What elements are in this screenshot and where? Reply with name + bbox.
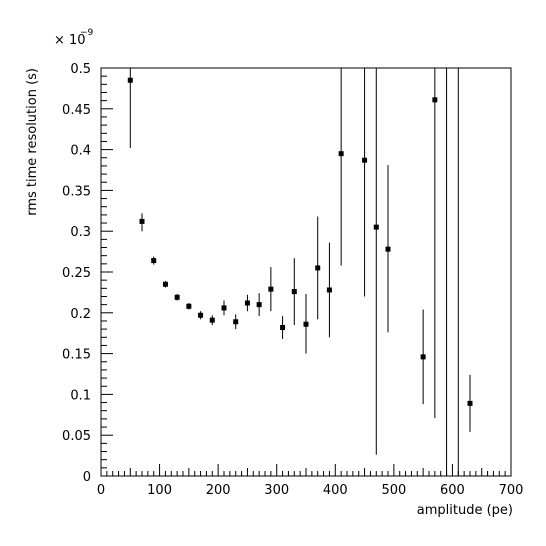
- x-axis-ticks: 0 100 200 300 400 500 600 700: [97, 464, 524, 498]
- data-point: [280, 324, 286, 330]
- x-tick-label: 500: [381, 483, 406, 498]
- y-axis-ticks: 0 0.05 0.1 0.15 0.2 0.25 0.3 0.35 0.4 0.45 0.5: [62, 62, 113, 485]
- data-point: [127, 77, 133, 83]
- data-point: [209, 317, 215, 323]
- data-point: [174, 294, 180, 300]
- x-axis-title: amplitude (pe): [417, 503, 513, 518]
- plot-frame: [100, 67, 512, 477]
- y-scale-exponent-power: −9: [80, 28, 94, 38]
- x-tick-label: 600: [440, 483, 465, 498]
- data-point: [151, 258, 157, 264]
- x-tick-label: 200: [206, 483, 231, 498]
- y-tick-label: 0.5: [70, 62, 91, 77]
- data-points: [127, 68, 473, 476]
- data-point: [467, 400, 473, 406]
- x-tick-label: 100: [147, 483, 172, 498]
- data-point: [233, 319, 239, 325]
- y-scale-exponent-base: × 10: [54, 33, 86, 48]
- data-point: [198, 312, 204, 318]
- data-point: [326, 287, 332, 293]
- data-point: [221, 305, 227, 311]
- x-tick-label: 0: [97, 483, 105, 498]
- data-point: [303, 321, 309, 327]
- x-tick-label: 400: [323, 483, 348, 498]
- y-axis-title: rms time resolution (s): [25, 68, 40, 216]
- data-point: [186, 303, 192, 309]
- y-tick-label: 0.45: [62, 103, 91, 118]
- data-point: [291, 289, 297, 295]
- y-tick-label: 0.05: [62, 429, 91, 444]
- y-tick-label: 0.4: [70, 144, 91, 159]
- data-point: [268, 286, 274, 292]
- data-point: [244, 300, 250, 306]
- data-point: [139, 218, 145, 224]
- data-point: [420, 354, 426, 360]
- data-point: [338, 151, 344, 157]
- data-point: [432, 97, 438, 103]
- x-tick-label: 300: [264, 483, 289, 498]
- data-point: [362, 157, 368, 163]
- y-tick-label: 0.25: [62, 266, 91, 281]
- data-point: [373, 224, 379, 230]
- y-tick-label: 0: [83, 470, 91, 485]
- data-point: [256, 302, 262, 308]
- y-tick-label: 0.3: [70, 225, 91, 240]
- y-tick-label: 0.15: [62, 348, 91, 363]
- data-point: [315, 265, 321, 271]
- data-point: [385, 246, 391, 252]
- x-tick-label: 700: [499, 483, 524, 498]
- y-tick-label: 0.2: [70, 307, 91, 322]
- y-tick-label: 0.35: [62, 184, 91, 199]
- y-tick-label: 0.1: [70, 388, 91, 403]
- data-point: [162, 281, 168, 287]
